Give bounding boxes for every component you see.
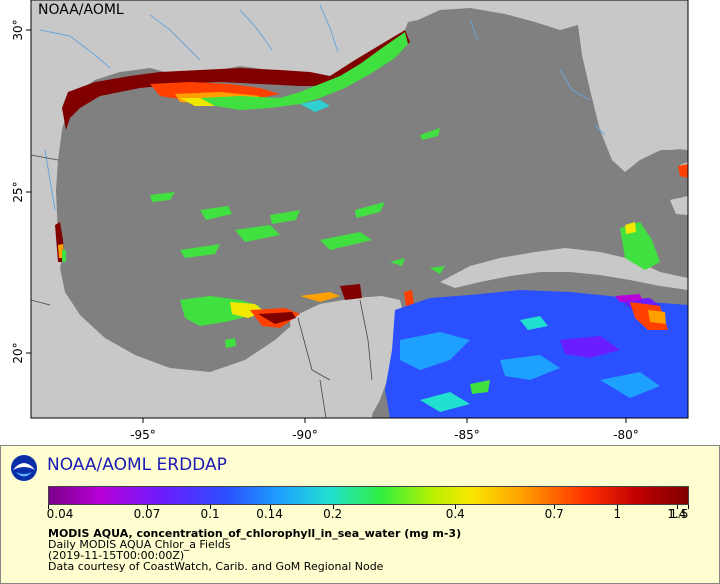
legend-metadata: MODIS AQUA, concentration_of_chlorophyll… — [48, 528, 461, 572]
chlorophyll-campeche — [180, 284, 414, 328]
lon-label-90: -90° — [292, 428, 318, 442]
land-usa — [31, 0, 688, 275]
lon-axis — [142, 418, 627, 423]
lon-label-95: -95° — [130, 428, 156, 442]
colorbar-tick-label: 0.07 — [133, 507, 161, 521]
lat-label-30: 30° — [11, 19, 25, 40]
data-courtesy: Data courtesy of CoastWatch, Carib. and … — [48, 560, 384, 573]
chlorophyll-scatter — [150, 128, 445, 348]
colorbar-tick-label: 1 — [613, 507, 622, 521]
lat-label-25: 25° — [11, 181, 25, 202]
colorbar-tick-label: 0.04 — [46, 507, 74, 521]
colorbar-tick-label: 0.2 — [323, 507, 343, 521]
colorbar-tick-mark — [617, 505, 619, 509]
legend-brand: NOAA/AOML ERDDAP — [47, 455, 227, 475]
chlorophyll-north-shelf — [62, 30, 410, 130]
colorbar-tick-mark — [676, 505, 678, 509]
colorbar-tick-mark — [332, 505, 334, 509]
legend-panel: NOAA/AOML ERDDAP MODIS AQUA, concentrati… — [0, 445, 720, 584]
lat-label-20: 20° — [11, 342, 25, 363]
colorbar-tick-label: 0.4 — [445, 507, 465, 521]
colorbar-tick-label: 0.7 — [544, 507, 564, 521]
variable-name: MODIS AQUA, concentration_of_chlorophyll… — [48, 527, 462, 540]
colorbar-tick-mark — [554, 505, 556, 509]
lon-label-85: -85° — [454, 428, 480, 442]
dataset-name: Daily MODIS AQUA Chlor_a Fields — [48, 538, 231, 551]
chlorophyll-mexico-coast — [55, 222, 66, 262]
land-florida — [578, 0, 688, 150]
noaa-logo-icon — [11, 455, 37, 481]
map-canvas[interactable]: -95° -90° -85° -80° 30° 25° 20° — [0, 0, 720, 445]
lat-axis — [26, 29, 31, 354]
colorbar-tick-mark — [269, 505, 271, 509]
colorbar-tick-label: 1.4 — [667, 507, 687, 521]
map-frame: -95° -90° -85° -80° 30° 25° 20° NOAA/AOM… — [0, 0, 720, 445]
land-yucatan — [290, 296, 405, 418]
colorbar — [48, 486, 689, 505]
colorbar-tick-mark — [48, 505, 49, 509]
colorbar-tick-label: 1.5 — [669, 507, 689, 521]
colorbar-tick-mark — [210, 505, 212, 509]
map-credit: NOAA/AOML — [38, 2, 124, 18]
lon-label-80: -80° — [613, 428, 639, 442]
chlorophyll-cuba-bahamas — [620, 164, 688, 330]
colorbar-tick-mark — [146, 505, 148, 509]
chlorophyll-caribbean — [385, 290, 688, 418]
colorbar-tick-mark — [455, 505, 457, 509]
rivers — [39, 4, 606, 211]
borders — [31, 154, 373, 418]
colorbar-tick-mark — [688, 505, 689, 509]
colorbar-tick-label: 0.14 — [256, 507, 283, 521]
time-stamp: (2019-11-15T00:00:00Z) — [48, 549, 185, 562]
colorbar-tick-label: 0.1 — [200, 507, 220, 521]
